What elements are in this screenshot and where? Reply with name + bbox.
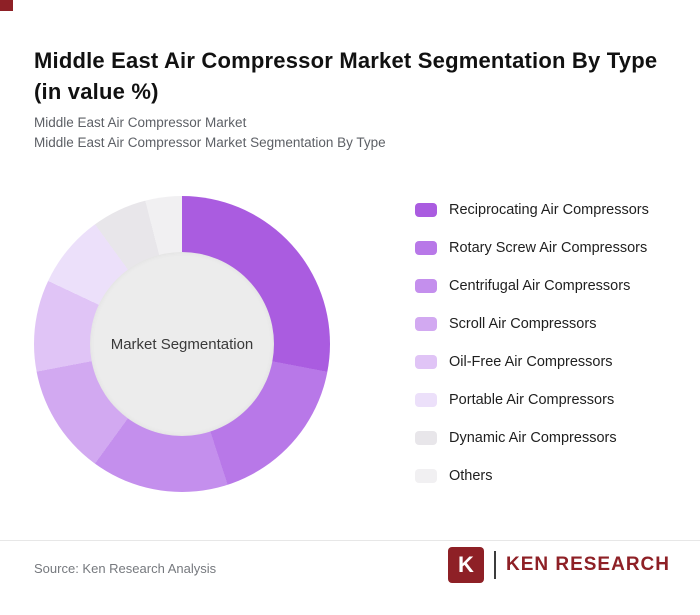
legend-label: Dynamic Air Compressors xyxy=(449,430,617,446)
footer-divider xyxy=(0,540,700,541)
ken-research-logo-text: KEN RESEARCH xyxy=(505,554,670,575)
legend-item-0: Reciprocating Air Compressors xyxy=(415,199,649,221)
legend-label: Rotary Screw Air Compressors xyxy=(449,240,648,256)
legend-label: Others xyxy=(449,468,493,484)
legend-item-1: Rotary Screw Air Compressors xyxy=(415,237,649,259)
legend-item-2: Centrifugal Air Compressors xyxy=(415,275,649,297)
logo-divider xyxy=(493,551,496,579)
legend-label: Reciprocating Air Compressors xyxy=(449,202,649,218)
legend-label: Portable Air Compressors xyxy=(449,392,615,408)
legend-swatch xyxy=(415,241,437,255)
legend-swatch xyxy=(415,431,437,445)
legend-label: Centrifugal Air Compressors xyxy=(449,278,631,294)
source-text: Source: Ken Research Analysis xyxy=(34,561,217,576)
subtitle-line-1: Middle East Air Compressor Market xyxy=(34,115,247,130)
ken-research-logo-icon: K xyxy=(447,547,484,583)
ken-research-logo: K KEN RESEARCH xyxy=(447,547,670,583)
legend-swatch xyxy=(415,279,437,293)
legend-swatch xyxy=(415,469,437,483)
page-title: Middle East Air Compressor Market Segmen… xyxy=(34,47,658,104)
legend-item-3: Scroll Air Compressors xyxy=(415,313,649,335)
legend-swatch xyxy=(415,203,437,217)
legend-label: Scroll Air Compressors xyxy=(449,316,597,332)
legend: Reciprocating Air Compressors Rotary Scre… xyxy=(415,199,649,487)
legend-swatch xyxy=(415,317,437,331)
donut-center: Market Segmentation xyxy=(90,252,274,436)
donut-center-label: Market Segmentation xyxy=(110,335,254,353)
corner-accent xyxy=(0,0,13,11)
legend-item-5: Portable Air Compressors xyxy=(415,389,649,411)
legend-swatch xyxy=(415,393,437,407)
legend-item-6: Dynamic Air Compressors xyxy=(415,427,649,449)
chart-subtitles: Middle East Air Compressor Market Middle… xyxy=(34,113,386,153)
legend-item-4: Oil-Free Air Compressors xyxy=(415,351,649,373)
legend-swatch xyxy=(415,355,437,369)
donut-chart-area: Market Segmentation xyxy=(34,196,330,492)
legend-item-7: Others xyxy=(415,465,649,487)
subtitle-line-2: Middle East Air Compressor Market Segmen… xyxy=(34,135,386,150)
legend-label: Oil-Free Air Compressors xyxy=(449,354,613,370)
